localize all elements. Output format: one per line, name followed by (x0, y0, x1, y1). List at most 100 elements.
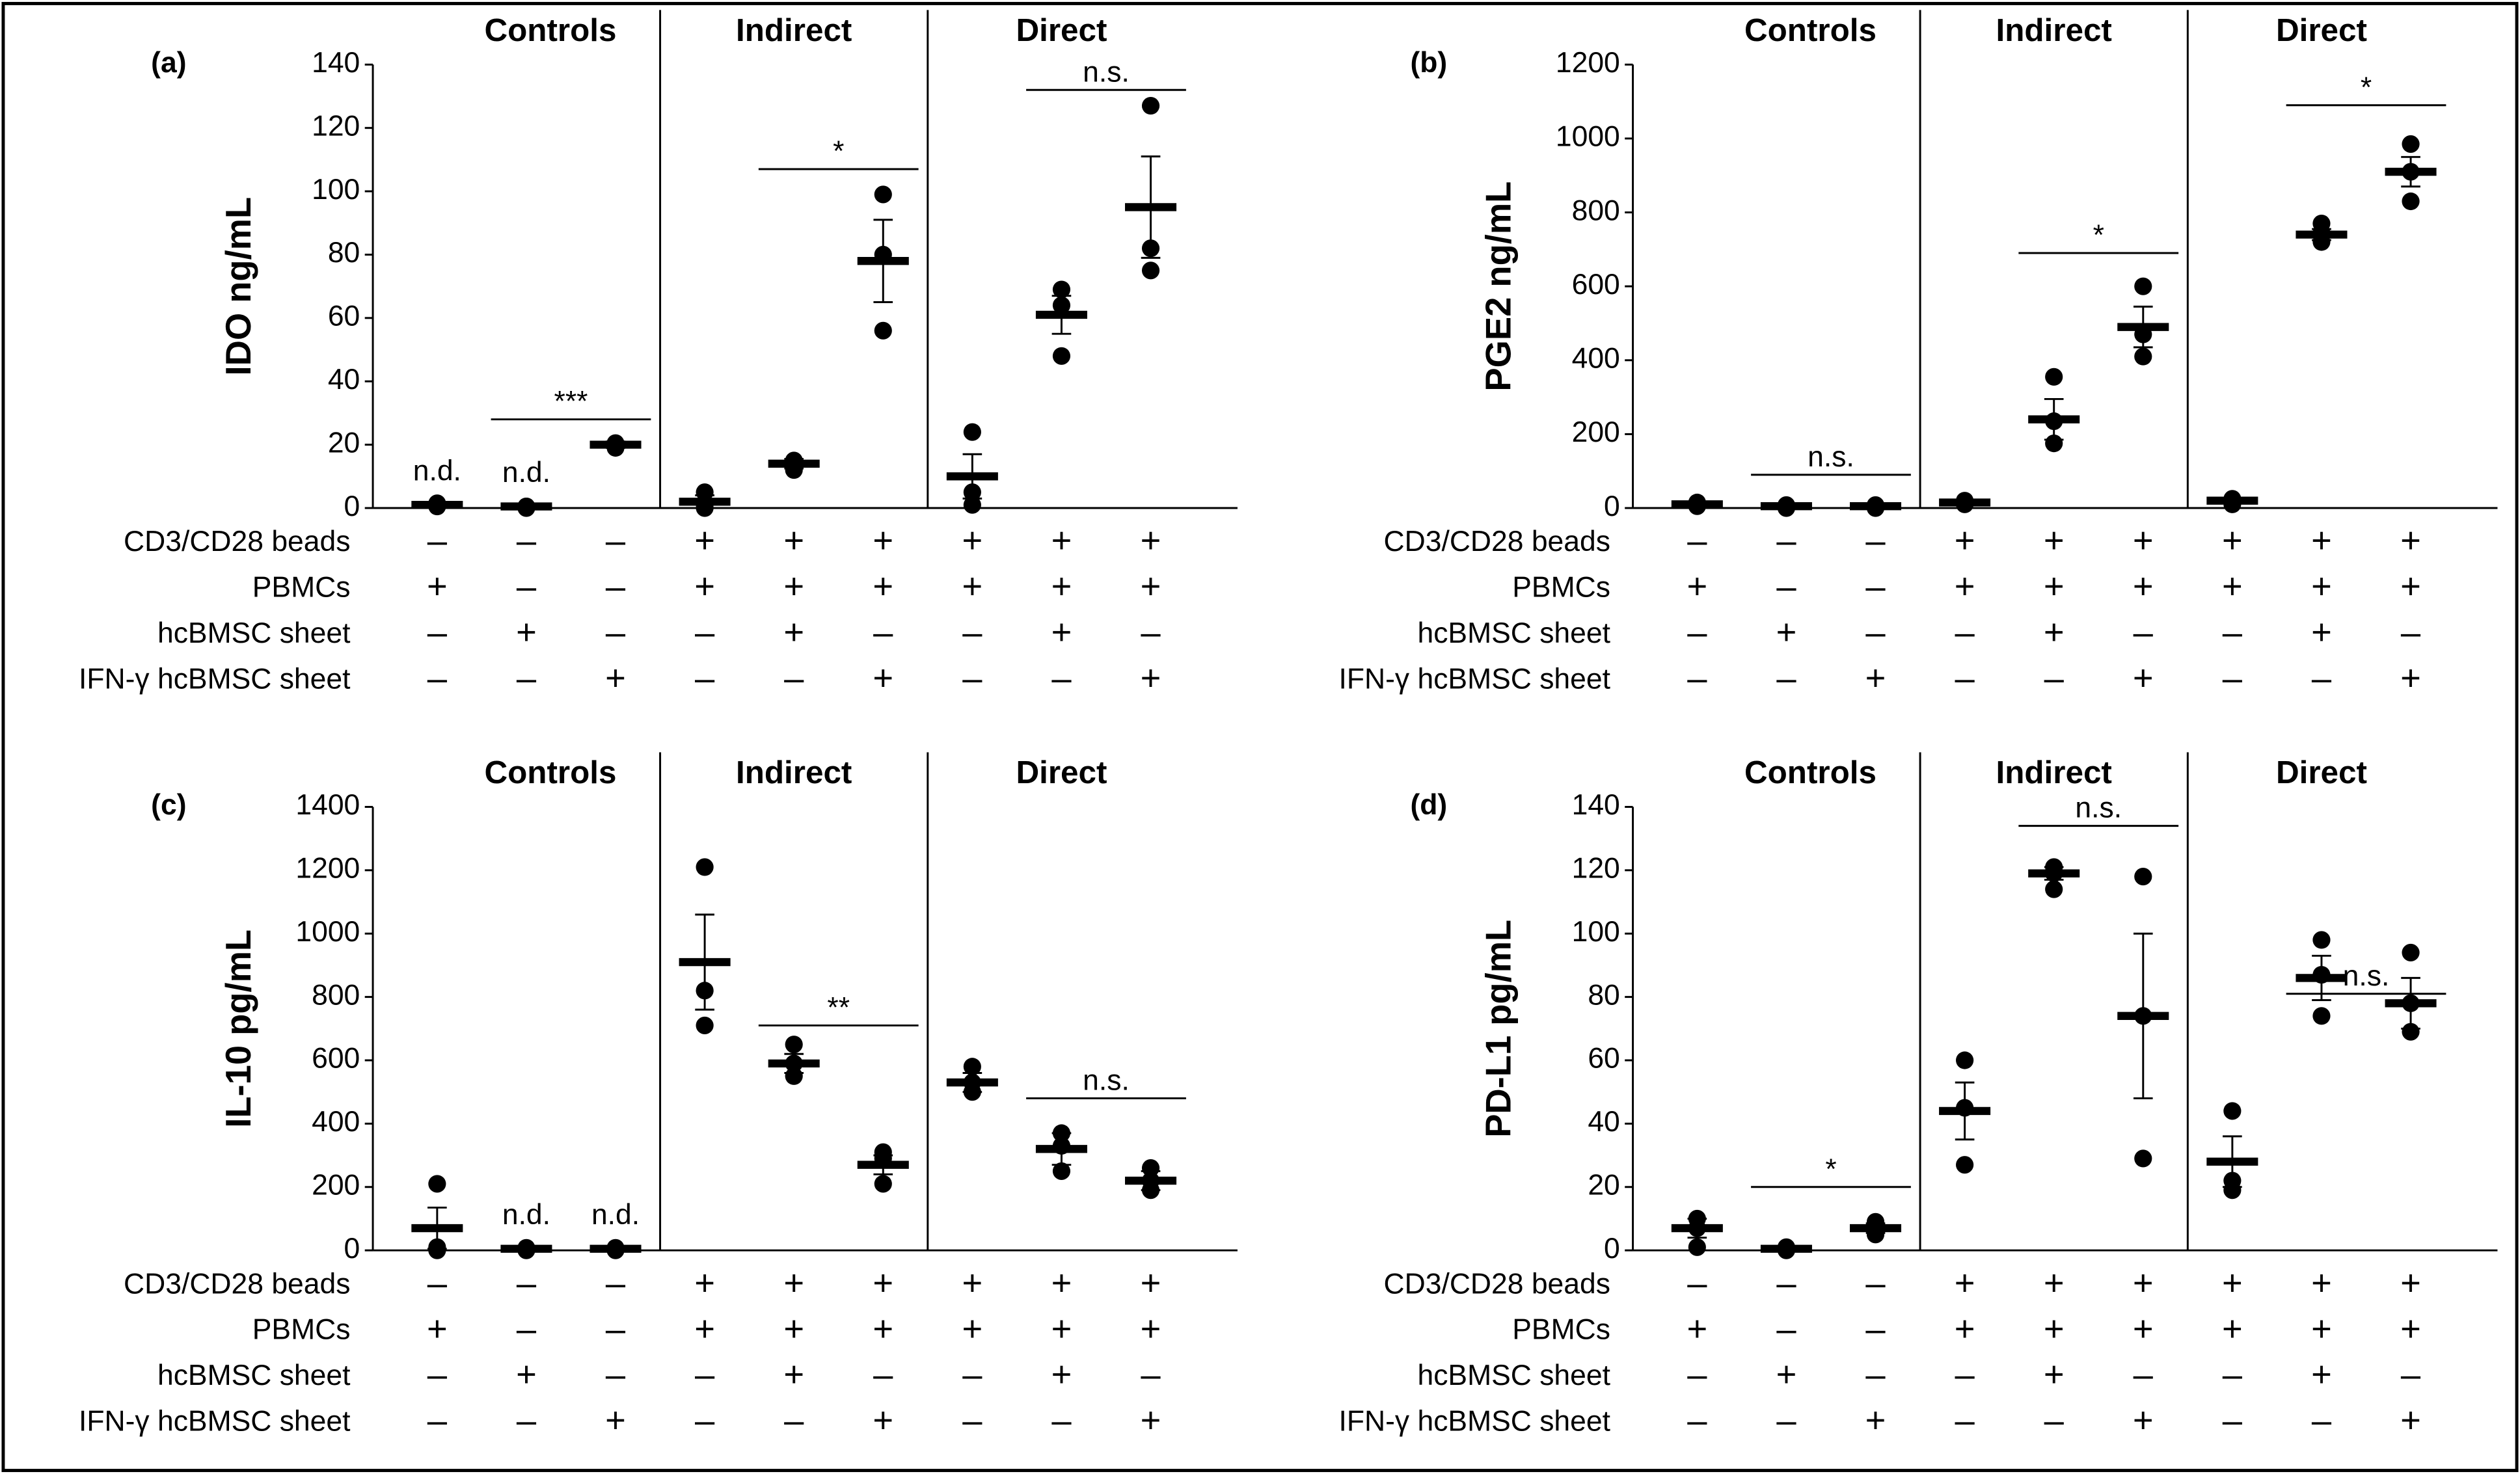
condition-name: PBMCs (252, 1314, 351, 1346)
y-tick-label: 60 (1588, 1043, 1619, 1075)
significance-label: *** (554, 386, 588, 418)
condition-sign: – (606, 1263, 626, 1303)
condition-sign: + (1687, 1309, 1707, 1348)
y-axis-label: PGE2 ng/mL (1478, 181, 1518, 392)
condition-sign: – (1955, 1400, 1975, 1440)
data-point (1052, 1162, 1071, 1181)
condition-sign: – (2312, 658, 2332, 698)
condition-sign: – (1687, 658, 1707, 698)
condition-sign: + (2133, 567, 2154, 606)
condition-sign: + (2400, 567, 2421, 606)
condition-sign: + (2044, 1355, 2065, 1395)
y-tick-label: 80 (328, 237, 360, 269)
nd-label: n.d. (502, 457, 550, 489)
condition-sign: + (962, 567, 982, 606)
condition-sign: + (1051, 1309, 1072, 1348)
condition-sign: – (517, 1400, 537, 1440)
group-label: Indirect (1996, 12, 2111, 48)
condition-sign: + (962, 1263, 982, 1303)
condition-sign: – (1865, 1309, 1886, 1348)
data-point (696, 858, 714, 876)
condition-sign: + (694, 1263, 715, 1303)
condition-sign: + (1955, 521, 1975, 561)
y-tick-label: 100 (1572, 916, 1620, 948)
condition-sign: – (1687, 521, 1707, 561)
condition-sign: – (517, 658, 537, 698)
condition-sign: – (1141, 1355, 1161, 1395)
significance-label: ** (827, 991, 850, 1023)
condition-sign: – (962, 658, 982, 698)
condition-sign: – (873, 1355, 893, 1395)
condition-sign: – (606, 521, 626, 561)
condition-sign: + (2400, 1400, 2421, 1440)
condition-sign: + (1051, 1263, 1072, 1303)
condition-sign: + (1051, 567, 1072, 606)
condition-sign: + (694, 567, 715, 606)
condition-sign: – (427, 1263, 448, 1303)
condition-sign: – (1776, 1309, 1796, 1348)
condition-sign: + (2222, 1263, 2243, 1303)
condition-sign: + (516, 1355, 537, 1395)
y-tick-label: 140 (312, 47, 360, 79)
y-tick-label: 120 (312, 110, 360, 142)
data-point (785, 1036, 803, 1054)
data-point (2223, 1102, 2242, 1120)
condition-sign: – (2044, 658, 2065, 698)
condition-sign: – (606, 1309, 626, 1348)
condition-sign: + (783, 1309, 804, 1348)
condition-sign: – (1776, 1263, 1796, 1303)
y-tick-label: 80 (1588, 979, 1619, 1011)
condition-sign: + (783, 567, 804, 606)
panel-label: (d) (1410, 789, 1447, 821)
data-point (2312, 1007, 2331, 1025)
condition-name: hcBMSC sheet (1417, 1360, 1610, 1391)
condition-sign: – (606, 567, 626, 606)
condition-sign: – (517, 1263, 537, 1303)
condition-sign: + (783, 613, 804, 652)
condition-sign: – (427, 521, 448, 561)
data-point (2134, 347, 2152, 366)
group-label: Direct (1016, 12, 1107, 48)
condition-sign: + (873, 1309, 893, 1348)
data-point (2402, 1023, 2420, 1041)
data-point (2045, 880, 2063, 898)
condition-sign: + (1051, 521, 1072, 561)
condition-sign: + (2311, 1355, 2332, 1395)
condition-name: PBMCs (252, 572, 351, 604)
condition-name: hcBMSC sheet (1417, 617, 1610, 649)
data-point (963, 496, 981, 514)
data-point (874, 321, 892, 340)
panel-label: (b) (1410, 47, 1447, 79)
condition-sign: – (1865, 567, 1886, 606)
condition-sign: – (1865, 1355, 1886, 1395)
y-tick-label: 1000 (1556, 121, 1620, 153)
group-label: Direct (1016, 755, 1107, 790)
data-point (963, 1058, 981, 1076)
condition-sign: – (1687, 1263, 1707, 1303)
condition-sign: + (2044, 1309, 2065, 1348)
y-tick-label: 40 (328, 364, 360, 395)
panel-label: (c) (151, 789, 186, 821)
panel-label: (a) (151, 47, 186, 79)
condition-sign: – (1865, 613, 1886, 652)
y-tick-label: 400 (312, 1106, 360, 1138)
condition-sign: + (2400, 658, 2421, 698)
y-tick-label: 200 (1572, 416, 1620, 448)
condition-sign: – (695, 658, 715, 698)
condition-sign: + (962, 1309, 982, 1348)
data-point (874, 185, 892, 204)
condition-sign: – (1955, 658, 1975, 698)
condition-sign: – (784, 1400, 804, 1440)
data-point (785, 1067, 803, 1085)
condition-name: IFN-γ hcBMSC sheet (1338, 663, 1610, 695)
condition-sign: – (695, 1400, 715, 1440)
condition-sign: + (2311, 521, 2332, 561)
condition-sign: – (695, 613, 715, 652)
condition-sign: – (1865, 521, 1886, 561)
y-tick-label: 0 (344, 490, 360, 522)
y-tick-label: 1400 (295, 789, 360, 821)
data-point (963, 423, 981, 441)
y-tick-label: 120 (1572, 853, 1620, 885)
condition-sign: + (1865, 1400, 1886, 1440)
